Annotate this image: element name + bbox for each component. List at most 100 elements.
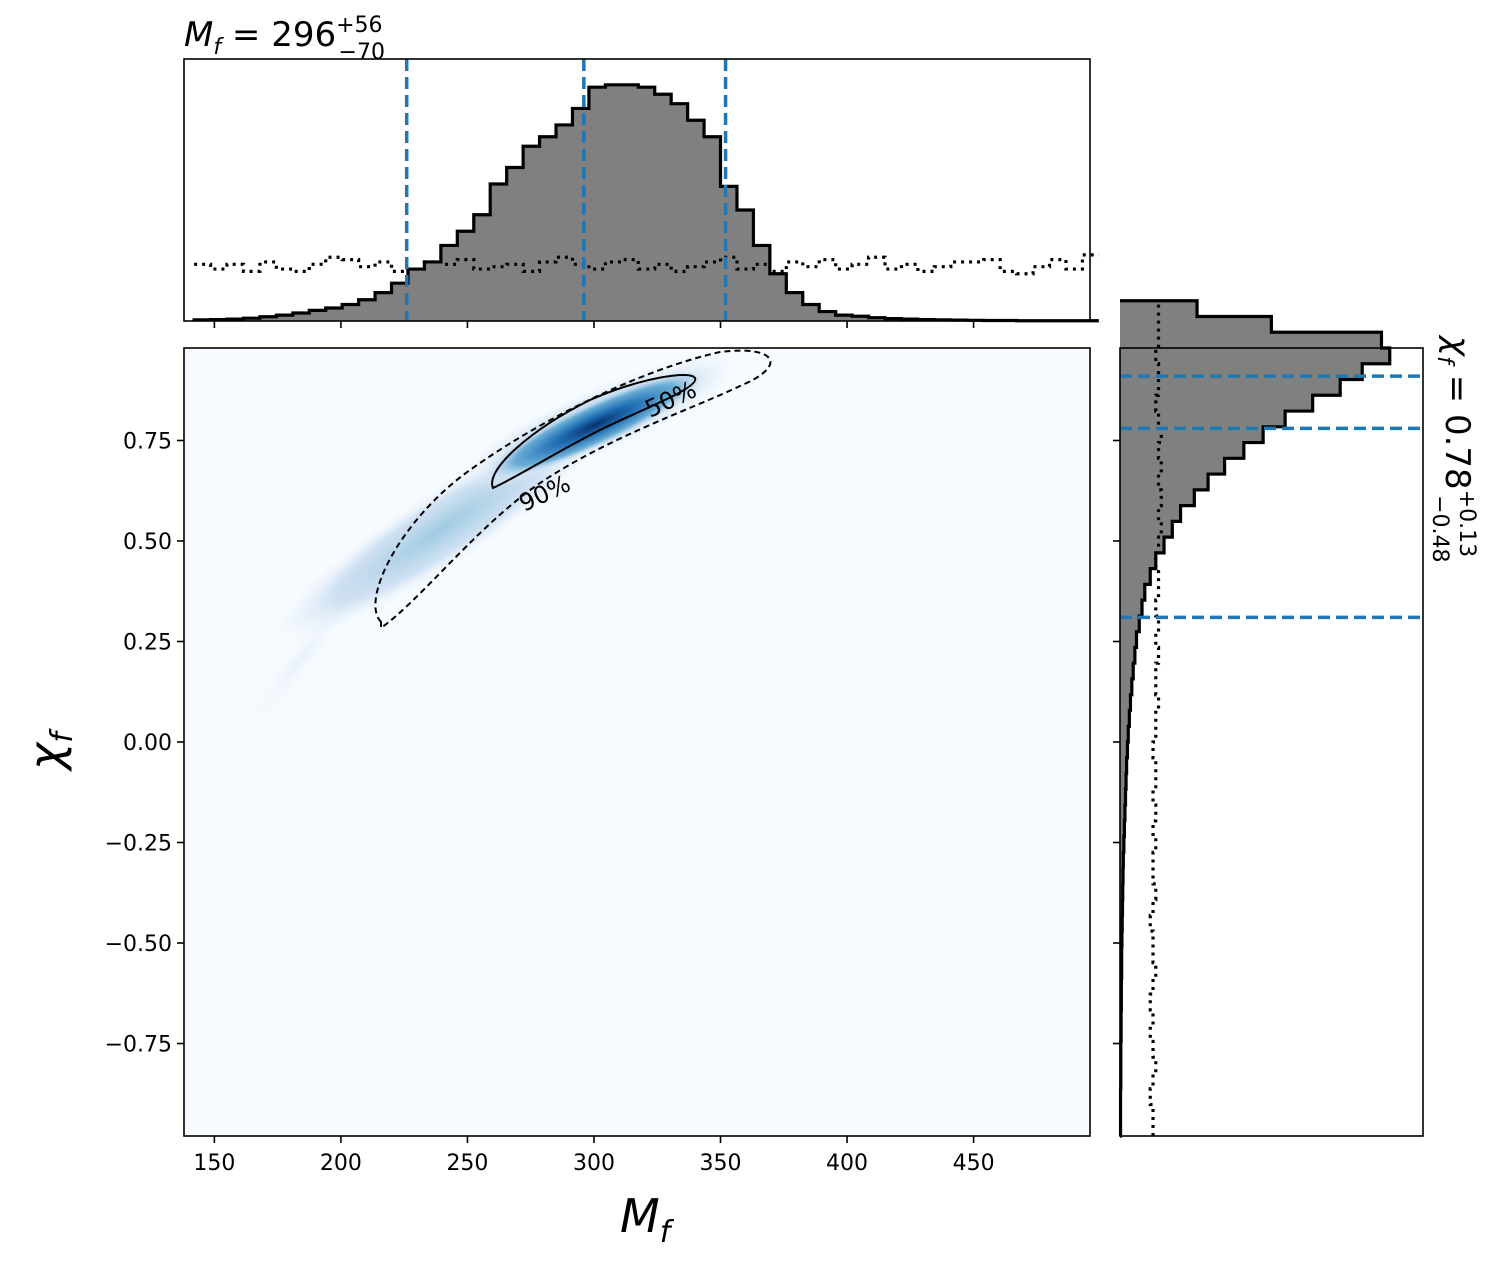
density-heatmap [224,350,748,756]
hist-bar-chif [1120,805,1125,822]
hist-bar-mf [654,94,672,321]
y-tick-label: −0.75 [105,1033,172,1058]
hist-bar-mf [506,167,524,321]
hist-bar-mf [769,273,787,321]
hist-bar-mf [358,299,376,321]
prior-histogram-mf [194,253,1099,276]
hist-bar-chif [1120,663,1134,680]
hist-bar-chif [1120,426,1264,444]
contour-50 [491,373,697,490]
hist-bar-chif [1120,348,1390,365]
x-tick-label: 300 [573,1151,615,1176]
hist-bar-mf [407,269,425,321]
hist-bar-chif [1120,379,1341,396]
hist-bar-chif [1120,568,1151,585]
hist-bar-chif [1120,757,1127,775]
density-core [487,371,703,479]
hist-bar-chif [1120,442,1244,459]
x-tick-label: 350 [700,1151,742,1176]
hist-bar-chif [1120,678,1132,696]
hist-bar-mf [621,84,639,321]
hist-bar-mf [457,231,475,321]
marginal-mf-frame [183,58,1091,322]
y-axis-label: χf [19,728,80,773]
hist-bar-mf [309,310,327,321]
hist-bar-chif [1120,521,1173,538]
hist-bar-chif [1120,411,1286,428]
hist-bar-mf [440,245,458,321]
prior-outline-mf [194,253,1099,276]
hist-bar-chif [1120,852,1124,869]
hist-bar-chif [1120,332,1382,349]
marginal-mf-ticks [213,321,975,328]
hist-bar-chif [1120,600,1143,617]
x-tick-label: 400 [826,1151,868,1176]
hist-bar-mf [835,315,853,321]
hist-bar-mf [572,108,590,321]
hist-bar-chif [1120,789,1126,806]
hist-bar-mf [424,261,442,321]
hist-bar-mf [325,308,343,321]
hist-bar-chif [1120,395,1313,412]
hist-bar-mf [671,103,689,321]
hist-bar-mf [292,312,310,321]
x-axis-label: Mf [620,1189,675,1250]
hist-bar-mf [638,87,656,322]
hist-bar-mf [852,316,870,321]
hist-bar-mf [375,292,393,321]
y-tick-label: 0.25 [123,630,172,655]
hist-bar-chif [1120,300,1198,317]
hist-bar-mf [704,136,722,321]
hist-bar-chif [1120,694,1131,711]
hist-bar-mf [473,214,491,321]
hist-bar-chif [1120,631,1137,648]
hist-bar-chif [1120,820,1125,838]
hist-bar-mf [539,136,557,321]
hist-bar-chif [1120,584,1145,601]
hist-bar-chif [1120,647,1135,664]
hist-bar-mf [786,292,804,321]
hist-bar-mf [588,87,606,322]
hist-bar-chif [1120,615,1140,633]
hist-bar-chif [1120,316,1272,333]
hist-bar-mf [753,245,771,321]
y-tick-label: 0.50 [123,530,172,555]
hist-bar-mf [720,186,738,321]
y-axis-ticks: 0.75 0.50 0.25 0.00 −0.25 −0.50 −0.75 [105,429,184,1058]
mf-summary-title: Mf = 296+56 −70 [184,13,385,65]
y-tick-label: −0.25 [105,832,172,857]
hist-bar-mf [259,316,277,321]
hist-bar-mf [802,304,820,321]
hist-bar-mf [342,304,360,321]
hist-bar-chif [1120,710,1130,727]
contour-90 [374,349,772,630]
chif-summary-title: χf = 0.78+0.13−0.48 [1427,334,1479,563]
hist-bar-chif [1120,489,1195,507]
hist-bar-chif [1120,836,1124,853]
hist-bar-chif [1120,773,1127,790]
quantile-lines-mf [404,59,728,321]
hist-bar-mf [556,124,573,321]
posterior-histogram-mf [192,83,1100,323]
hist-bar-mf [687,120,705,321]
hist-bar-mf [490,184,508,321]
heatmap-background [184,348,1090,1136]
hist-bar-chif [1120,505,1181,522]
quantile-lines-chif [1120,374,1423,620]
hist-bar-mf [391,283,409,321]
posterior-histogram-chif [1118,299,1392,1138]
x-tick-label: 150 [193,1151,235,1176]
hist-bar-chif [1120,537,1165,554]
hist-bar-mf [523,146,541,321]
hist-bar-mf [868,317,886,321]
hist-bar-chif [1120,474,1209,491]
marginal-mf-panel: Mf = 296+56 −70 [183,13,1100,328]
x-axis-ticks: 150 200 250 300 350 400 450 [193,1136,995,1176]
y-tick-label: 0.75 [123,429,172,454]
hist-bar-mf [736,209,754,321]
hist-bar-mf [819,311,837,321]
y-tick-label: 0.00 [123,731,172,756]
hist-bar-chif [1120,552,1156,570]
x-tick-label: 450 [953,1151,995,1176]
